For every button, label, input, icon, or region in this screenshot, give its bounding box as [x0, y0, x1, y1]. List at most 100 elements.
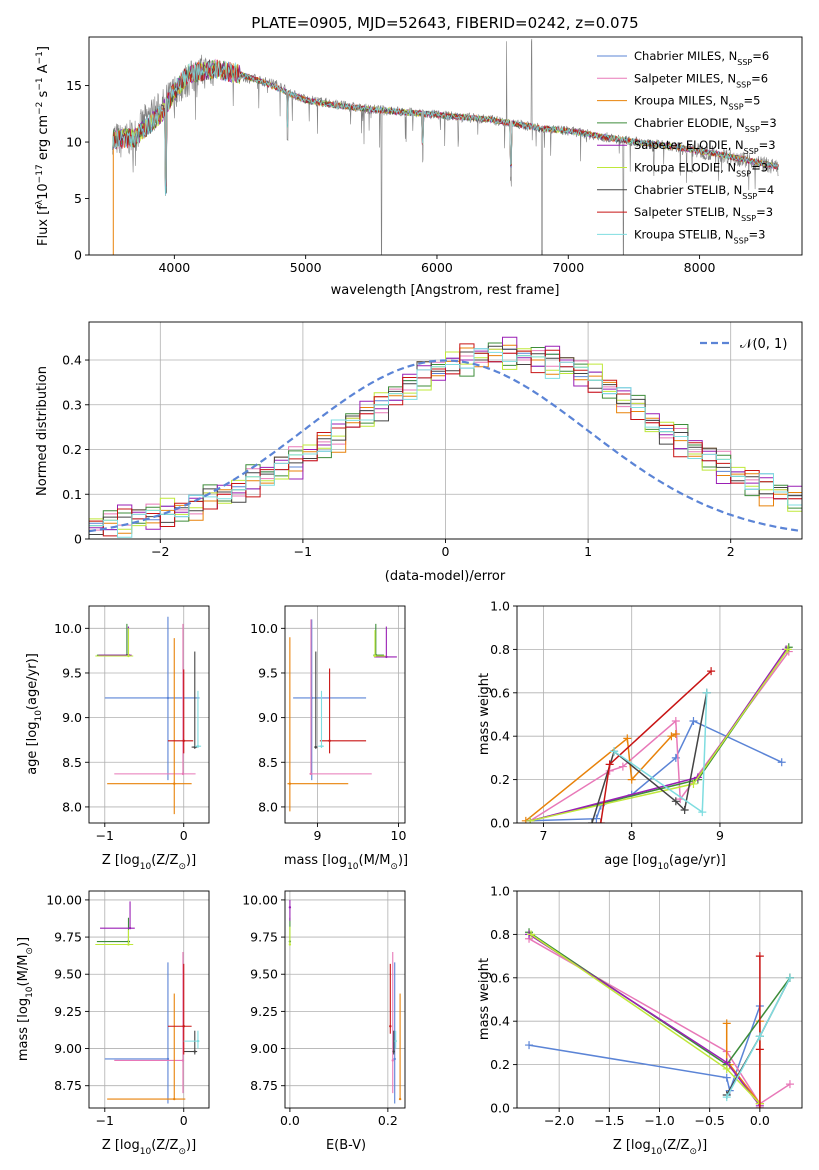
- mass-vs-ebv-ytick-label: 9.25: [250, 1004, 278, 1019]
- spectrum-ylabel-part: 10: [36, 183, 51, 200]
- age-vs-mass-point: [385, 655, 388, 659]
- hist-xlabel: (data-model)/error: [385, 569, 506, 584]
- mass-vs-ebv-ytick-label: 8.75: [250, 1078, 278, 1093]
- mass-weight-vs-z-marker: [755, 952, 764, 961]
- mass-vs-z-ytick-label: 8.75: [54, 1078, 82, 1093]
- spectrum-ylabel-part: λ: [35, 199, 45, 205]
- legend-sub: SSP: [744, 147, 759, 156]
- age-vs-z-point: [196, 745, 200, 748]
- spectrum-legend-label: Kroupa STELIB, NSSP=3: [634, 227, 765, 245]
- age-vs-z-xtick-label: 0: [180, 828, 188, 843]
- hist-step-line: [89, 348, 802, 539]
- mass-weight-vs-z-ytick-label: 0.0: [490, 1101, 510, 1116]
- residual-hist-ytick-label: 0.4: [62, 353, 82, 368]
- legend-name: Kroupa ELODIE, N: [634, 161, 736, 175]
- spectrum-xtick-label: 8000: [684, 260, 716, 275]
- spectrum-xtick-label: 7000: [552, 260, 584, 275]
- age-vs-mass-ytick-label: 10.0: [250, 621, 278, 636]
- mass-weight-vs-age-marker: [680, 805, 689, 814]
- mass-vs-ebv-point: [393, 1057, 396, 1061]
- legend-sub: SSP: [745, 124, 760, 133]
- mass-vs-z-point: [166, 1057, 170, 1061]
- mw-age-ylabel: mass weight: [477, 673, 492, 755]
- legend-count: =6: [752, 49, 769, 63]
- mass-weight-vs-z-marker: [525, 1041, 534, 1050]
- residual-hist-xtick-label: 2: [727, 544, 735, 559]
- mass-weight-vs-z-xtick-label: −1.0: [644, 1113, 674, 1128]
- legend-sub: SSP: [742, 191, 757, 200]
- mass-vs-z-xlabel-part: 10: [140, 1147, 152, 1157]
- age-vs-mass-ytick-label: 8.5: [258, 755, 278, 770]
- age-vs-z-xlabel-part: 10: [140, 862, 152, 872]
- residual-hist-ytick-label: 0.3: [62, 397, 82, 412]
- mass-vs-z-point: [173, 1097, 176, 1101]
- mw-z-xlabel-part: Z [log: [613, 1138, 651, 1153]
- legend-count: =6: [751, 71, 768, 85]
- spectrum-legend-label: Kroupa MILES, NSSP=5: [634, 94, 760, 112]
- mw-age-xlabel-part: age [log: [604, 853, 657, 868]
- mass-vs-ebv-point: [288, 943, 292, 946]
- age-vs-mass-ytick-label: 8.0: [258, 799, 278, 814]
- spectrum-model-line: [112, 60, 779, 196]
- age-vs-z-ylabel-part: 10: [34, 710, 44, 722]
- age-vs-z-xlabel: Z [log10(Z/Z⊙)]: [102, 853, 196, 872]
- mass-vs-ebv-ytick-label: 9.50: [250, 967, 278, 982]
- spectrum-ylabel-part: ]: [36, 46, 51, 51]
- age-vs-z-ytick-label: 9.5: [62, 665, 82, 680]
- legend-count: =3: [751, 161, 768, 175]
- mass-weight-vs-age-ytick-label: 0.0: [490, 816, 510, 831]
- mass-weight-vs-age-marker: [526, 816, 535, 823]
- mass-weight-vs-z-marker: [785, 973, 794, 982]
- residual-hist-plot-area: [89, 336, 802, 539]
- age-vs-mass-point: [288, 782, 292, 785]
- mass-weight-vs-z-xtick-label: −0.5: [694, 1113, 724, 1128]
- mass-vs-z-point: [128, 926, 132, 930]
- mass-weight-vs-age-marker: [605, 760, 614, 769]
- mass-vs-z-point: [196, 1039, 200, 1043]
- residual-hist-ytick-label: 0.1: [62, 487, 82, 502]
- legend-sub: SSP: [737, 58, 752, 67]
- mass-weight-vs-z-xtick-label: −2.0: [544, 1113, 574, 1128]
- mw-age-xlabel-part: 10: [657, 862, 669, 872]
- age-vs-z-point: [166, 696, 170, 700]
- mass-vs-ebv-plot-area: [288, 899, 402, 1104]
- gaussian-curve: [89, 359, 800, 533]
- mass-vs-z-point: [181, 1059, 185, 1062]
- mass-vs-ebv-point: [288, 906, 292, 909]
- spectrum-legend-label: Salpeter ELODIE, NSSP=3: [634, 138, 776, 156]
- mass-weight-vs-age-marker: [689, 717, 698, 726]
- spectrum-ylabel-part: −2: [35, 102, 45, 115]
- mass-weight-vs-z-marker: [527, 930, 536, 939]
- mass-vs-z-xlabel-part: Z [log: [102, 1138, 140, 1153]
- mass-vs-z-ytick-label: 9.00: [54, 1041, 82, 1056]
- spectrum-xtick-label: 4000: [158, 260, 190, 275]
- residual-hist-xtick-label: −1: [294, 544, 312, 559]
- age-vs-mass-point: [373, 654, 377, 658]
- mass-weight-vs-z-series-line: [726, 977, 791, 1098]
- mass-weight-vs-z-series-line: [528, 938, 791, 1105]
- residual-hist-ytick-label: 0.2: [62, 442, 82, 457]
- mass-vs-z-point: [182, 1025, 185, 1028]
- mass-weight-vs-z-marker: [785, 1080, 794, 1089]
- age-vs-z-point: [173, 782, 176, 785]
- spectrum-ylabel-part: −1: [35, 51, 45, 64]
- mass-weight-vs-age-marker: [777, 758, 786, 767]
- mass-weight-vs-z-ytick-label: 0.4: [490, 1014, 510, 1029]
- hist-legend-label: 𝒩(0, 1): [740, 337, 787, 352]
- mass-weight-vs-z-ytick-label: 0.2: [490, 1057, 510, 1072]
- mass-weight-vs-age-ytick-label: 0.6: [490, 685, 510, 700]
- mass-weight-vs-z-xtick-label: −1.5: [594, 1113, 624, 1128]
- age-vs-mass-frame: [284, 605, 406, 824]
- mass-vs-ebv-frame: [284, 890, 406, 1109]
- spectrum-ylabel-part: s: [36, 90, 51, 101]
- mass-weight-vs-age-marker: [698, 808, 707, 817]
- mass-vs-z-xtick-label: −1: [96, 1113, 114, 1128]
- residual-hist-xtick-label: 1: [584, 544, 592, 559]
- legend-count: =3: [760, 116, 777, 130]
- mass-vs-ebv-xtick-label: 0.0: [280, 1113, 300, 1128]
- mass-weight-vs-age-axes: 7 8 9 0.0 0.2 0.4 0.6 0.8 1.0: [490, 599, 803, 843]
- mass-weight-vs-age-marker: [689, 779, 698, 788]
- age-vs-mass-axes: 9 10 8.0 8.5 9.0 9.5 10.0: [250, 605, 407, 843]
- mass-weight-vs-age-marker: [610, 747, 619, 756]
